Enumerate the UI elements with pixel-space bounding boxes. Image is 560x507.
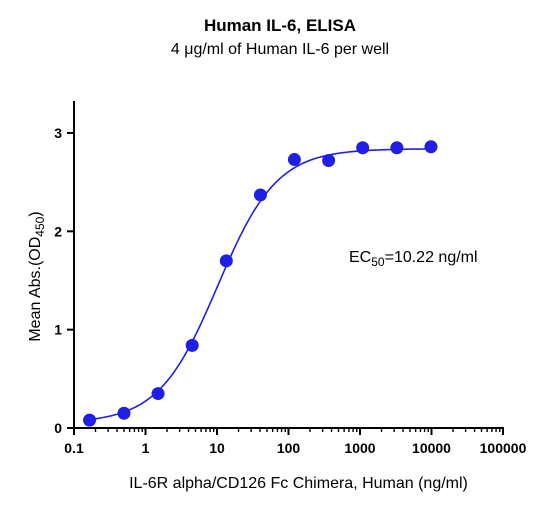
data-point	[356, 141, 370, 155]
data-point	[253, 188, 267, 202]
data-point	[390, 141, 404, 155]
data-point	[322, 154, 336, 168]
y-tick-label: 0	[54, 420, 62, 436]
chart-subtitle: 4 μg/ml of Human IL-6 per well	[170, 41, 390, 58]
chart-title: Human IL-6, ELISA	[203, 16, 357, 35]
x-tick-label: 0.1	[64, 440, 84, 456]
x-axis-label: IL-6R alpha/CD126 Fc Chimera, Human (ng/…	[129, 475, 468, 492]
y-tick-label: 1	[54, 322, 62, 338]
data-point	[83, 413, 97, 427]
y-axis-label: Mean Abs.(OD450)	[27, 211, 47, 341]
x-tick-label: 1	[142, 440, 150, 456]
x-tick-label: 100	[277, 440, 301, 456]
data-point	[117, 406, 131, 420]
y-tick-label: 2	[54, 223, 62, 239]
data-point	[287, 153, 301, 167]
x-tick-label: 10000	[412, 440, 451, 456]
data-point	[185, 338, 199, 352]
data-point	[219, 254, 233, 268]
x-tick-label: 10	[209, 440, 225, 456]
ec50-annotation: EC50=10.22 ng/ml	[349, 249, 478, 269]
x-tick-label: 1000	[344, 440, 375, 456]
y-tick-label: 3	[54, 125, 62, 141]
data-point	[151, 387, 165, 401]
x-tick-label: 100000	[480, 440, 527, 456]
data-point	[424, 140, 438, 154]
